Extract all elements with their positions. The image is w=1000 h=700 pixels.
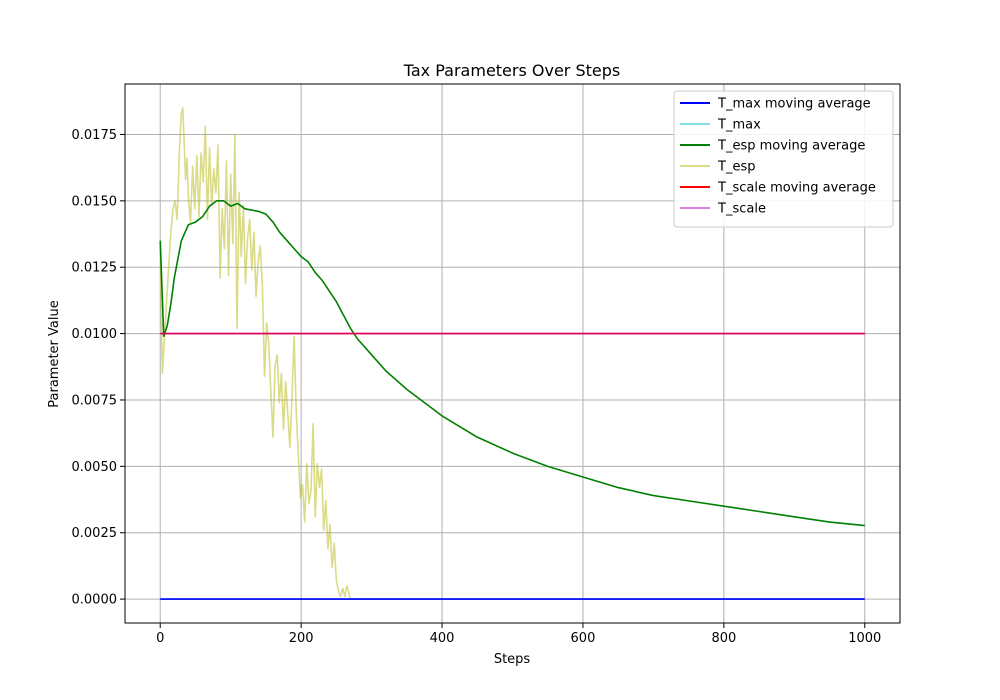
y-tick-label: 0.0150 — [72, 194, 118, 209]
y-axis-label: Parameter Value — [47, 300, 62, 407]
y-tick-label: 0.0025 — [72, 526, 118, 541]
x-tick-label: 0 — [156, 631, 164, 646]
y-tick-label: 0.0175 — [72, 128, 118, 143]
y-tick-label: 0.0125 — [72, 261, 118, 276]
ticks: 0 200 400 600 800 1000 0.0000 0.0025 0.0050 0.007… — [72, 128, 882, 646]
x-tick-label: 600 — [571, 631, 596, 646]
x-axis-label: Steps — [494, 652, 531, 667]
y-tick-label: 0.0100 — [72, 327, 118, 342]
plot-frame — [124, 83, 901, 624]
legend-label: T_max moving average — [717, 97, 871, 112]
x-tick-label: 800 — [711, 631, 736, 646]
x-tick-label: 1000 — [848, 631, 881, 646]
legend-label: T_scale — [717, 202, 766, 217]
legend: T_max moving average T_max T_esp moving av… — [673, 90, 894, 228]
series-line-t-esp — [159, 107, 865, 600]
x-tick-label: 400 — [430, 631, 455, 646]
legend-box — [673, 90, 894, 228]
legend-label: T_esp — [717, 160, 755, 175]
series-line-t-esp-moving-average — [159, 200, 865, 527]
y-tick-label: 0.0075 — [72, 393, 118, 408]
x-tick-label: 200 — [289, 631, 314, 646]
series-layer — [159, 107, 865, 600]
y-tick-label: 0.0000 — [72, 593, 118, 608]
legend-label: T_scale moving average — [717, 181, 876, 196]
legend-label: T_max — [717, 118, 761, 133]
chart-title: Tax Parameters Over Steps — [403, 61, 620, 80]
legend-label: T_esp moving average — [717, 139, 865, 154]
y-tick-label: 0.0050 — [72, 460, 118, 475]
